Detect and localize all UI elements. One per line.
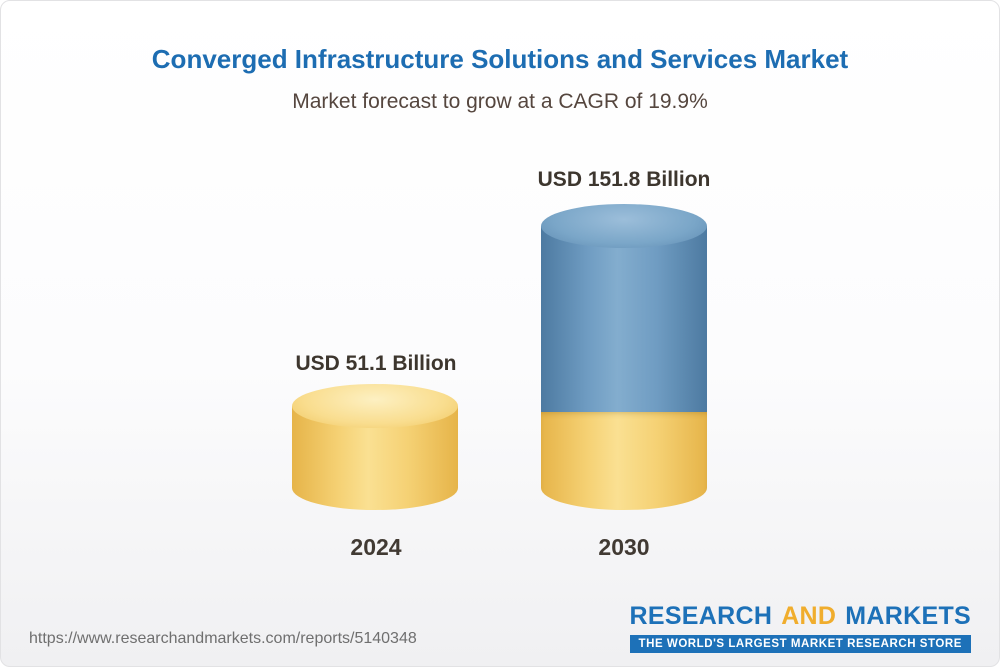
bar-2030-top-ellipse bbox=[541, 204, 707, 248]
brand-logo: RESEARCH AND MARKETS THE WORLD'S LARGEST… bbox=[629, 602, 972, 653]
chart-subtitle: Market forecast to grow at a CAGR of 19.… bbox=[292, 90, 708, 113]
value-label-2024: USD 51.1 Billion bbox=[295, 352, 457, 375]
logo-word-markets: MARKETS bbox=[845, 602, 971, 630]
logo-word-and: AND bbox=[781, 602, 837, 630]
brand-logo-wordmark: RESEARCH AND MARKETS bbox=[630, 602, 972, 631]
bar-2030-base-segment bbox=[541, 412, 707, 510]
axis-label-2030: 2030 bbox=[598, 534, 650, 560]
bar-2024-top-ellipse bbox=[292, 384, 458, 428]
logo-tagline: THE WORLD'S LARGEST MARKET RESEARCH STOR… bbox=[629, 635, 971, 653]
chart-title: Converged Infrastructure Solutions and S… bbox=[151, 44, 849, 74]
value-label-2030: USD 151.8 Billion bbox=[537, 168, 711, 191]
axis-label-2024: 2024 bbox=[350, 534, 402, 560]
report-url: https://www.researchandmarkets.com/repor… bbox=[29, 630, 417, 647]
bar-2030-body bbox=[541, 226, 707, 412]
logo-word-research: RESEARCH bbox=[629, 602, 773, 630]
